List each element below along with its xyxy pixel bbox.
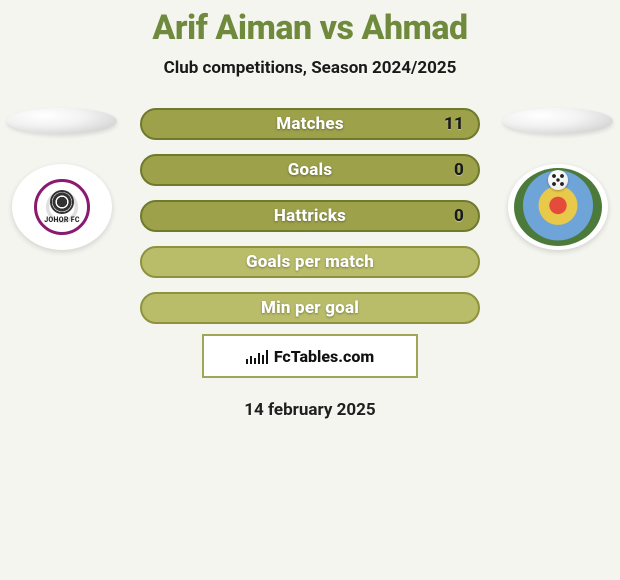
club-badge-right[interactable] — [508, 164, 608, 250]
gear-icon — [50, 190, 74, 214]
stat-value: 0 — [454, 206, 464, 226]
stat-label: Hattricks — [274, 206, 346, 226]
football-icon — [548, 170, 568, 190]
stat-label: Matches — [276, 114, 344, 134]
comparison-card: Arif Aiman vs Ahmad Club competitions, S… — [0, 0, 620, 420]
bar-chart-icon — [246, 348, 268, 364]
stat-value: 11 — [444, 114, 464, 134]
player-photo-left-placeholder — [7, 108, 117, 134]
snapshot-date: 14 february 2025 — [244, 400, 375, 420]
left-player-column: JOHOR FC — [2, 108, 122, 250]
stats-column: Matches 11 Goals 0 Hattricks 0 Goals per match… — [140, 108, 480, 324]
stat-label: Goals per match — [246, 252, 374, 272]
stat-value: 0 — [454, 160, 464, 180]
page-subtitle: Club competitions, Season 2024/2025 — [164, 58, 457, 78]
stat-bar: Matches 11 — [140, 108, 480, 140]
stat-label: Goals — [288, 160, 333, 180]
brand-name: FcTables.com — [274, 347, 374, 366]
stat-bar: Goals per match — [140, 246, 480, 278]
right-player-column — [498, 108, 618, 250]
stat-bar: Hattricks 0 — [140, 200, 480, 232]
club-crest-left: JOHOR FC — [34, 179, 90, 235]
main-row: JOHOR FC Matches11Goals0Hattricks0Goals … — [0, 108, 620, 324]
page-title: Arif Aiman vs Ahmad — [152, 8, 467, 48]
stat-bar: Min per goal — [140, 292, 480, 324]
stat-bar: Goals 0 — [140, 154, 480, 186]
player-photo-right-placeholder — [503, 108, 613, 134]
club-crest-right — [514, 168, 602, 246]
brand-card[interactable]: FcTables.com — [202, 334, 418, 378]
stat-label: Min per goal — [261, 298, 359, 318]
club-badge-left[interactable]: JOHOR FC — [12, 164, 112, 250]
club-shortname-left: JOHOR FC — [44, 216, 80, 224]
